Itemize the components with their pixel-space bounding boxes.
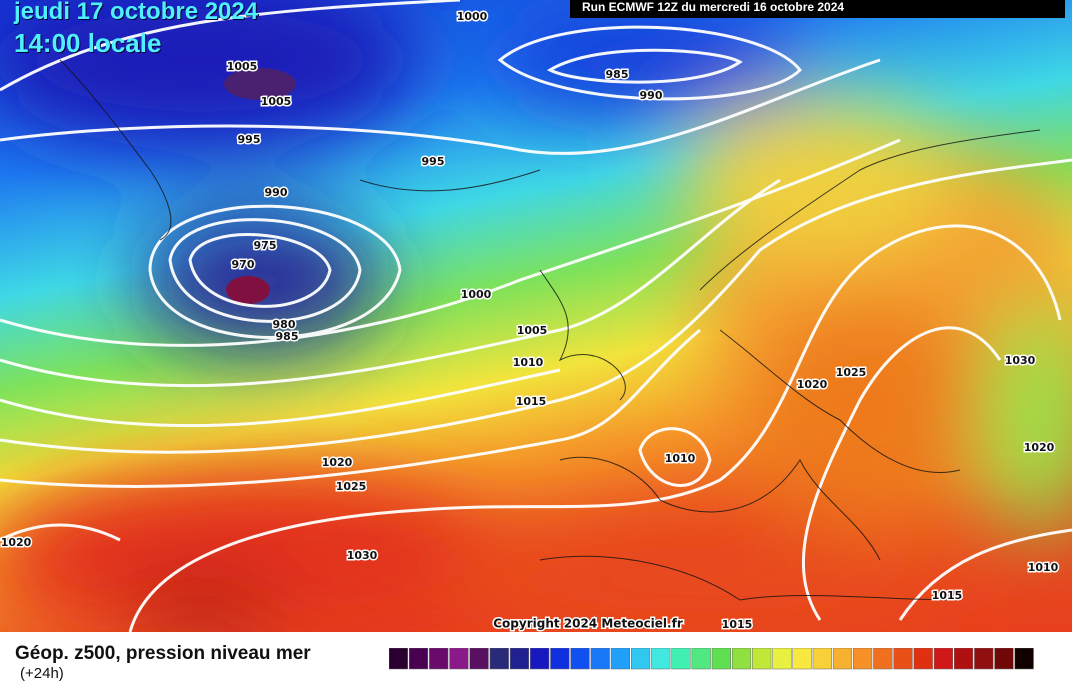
isobar-label: 985 <box>276 330 299 343</box>
color-swatch <box>893 648 913 670</box>
color-swatch <box>954 648 974 670</box>
color-swatch <box>651 648 671 670</box>
isobar-label: 1020 <box>797 378 828 391</box>
color-swatch <box>853 648 873 670</box>
isobar-label: 1025 <box>336 480 367 493</box>
isobar-label: 1000 <box>461 288 492 301</box>
color-swatch <box>469 648 489 670</box>
isobar-label: 1010 <box>665 452 696 465</box>
color-swatch <box>772 648 792 670</box>
color-swatch <box>752 648 772 670</box>
isobar-label: 1020 <box>322 456 353 469</box>
isobar-label: 1015 <box>516 395 547 408</box>
isobar-label: 1020 <box>1 536 32 549</box>
date-label: jeudi 17 octobre 2024 <box>14 0 259 25</box>
color-swatch <box>530 648 550 670</box>
isobar-label: 1025 <box>836 366 867 379</box>
isobar-label: 1010 <box>513 356 544 369</box>
color-swatch <box>913 648 933 670</box>
color-swatch <box>449 648 469 670</box>
color-swatch <box>812 648 832 670</box>
color-swatch <box>389 648 408 670</box>
isobar-label: 995 <box>238 133 261 146</box>
color-swatch <box>671 648 691 670</box>
color-swatch <box>731 648 752 670</box>
color-swatch <box>570 648 590 670</box>
copyright: Copyright 2024 Meteociel.fr <box>493 617 683 631</box>
isobar-label: 980 <box>273 318 296 331</box>
isobar-label: 990 <box>265 186 288 199</box>
color-swatch <box>873 648 893 670</box>
isobar-label: 970 <box>232 258 255 271</box>
color-swatch <box>408 648 429 670</box>
isobar-label: 1015 <box>932 589 963 602</box>
color-scale <box>389 648 1034 670</box>
color-swatch <box>994 648 1014 670</box>
color-swatch <box>429 648 449 670</box>
isobar-label: 1015 <box>722 618 753 631</box>
isobar-label: 1005 <box>517 324 548 337</box>
legend-title: Géop. z500, pression niveau mer <box>15 643 311 664</box>
isobar-label: 975 <box>254 239 277 252</box>
isobar-label: 1010 <box>1028 561 1059 574</box>
color-swatch <box>590 648 610 670</box>
color-swatch <box>933 648 953 670</box>
color-swatch <box>974 648 994 670</box>
color-swatch <box>631 648 651 670</box>
color-swatch <box>610 648 630 670</box>
isobar-label: 1005 <box>261 95 292 108</box>
color-swatch <box>550 648 570 670</box>
color-swatch <box>792 648 812 670</box>
color-swatch <box>691 648 711 670</box>
isobar-label: 985 <box>606 68 629 81</box>
isobar-label: 1030 <box>1005 354 1036 367</box>
map: 1000100510059859909959959909759709809851… <box>0 0 1072 632</box>
isobar-label: 995 <box>422 155 445 168</box>
isobar-label: 1020 <box>1024 441 1055 454</box>
color-swatch <box>1014 648 1034 670</box>
run-label: Run ECMWF 12Z du mercredi 16 octobre 202… <box>570 0 1065 18</box>
color-swatch <box>711 648 731 670</box>
color-swatch <box>832 648 853 670</box>
isobar-label: 990 <box>640 89 663 102</box>
isobar-label: 1005 <box>227 60 258 73</box>
legend-step: (+24h) <box>20 665 64 682</box>
isobar-label: 1000 <box>457 10 488 23</box>
color-swatch <box>509 648 530 670</box>
time-label: 14:00 locale <box>14 28 162 58</box>
color-swatch <box>489 648 509 670</box>
isobar-label: 1030 <box>347 549 378 562</box>
